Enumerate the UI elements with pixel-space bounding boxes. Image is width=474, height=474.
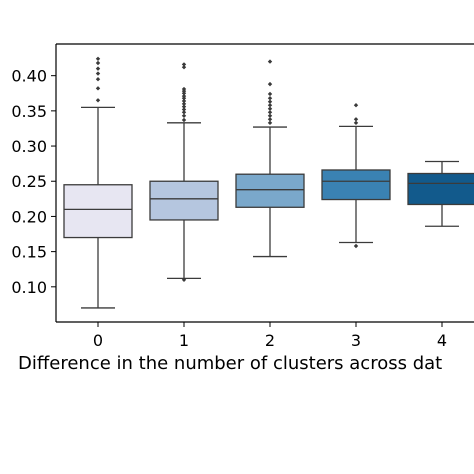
y-tick-label: 0.40 <box>11 67 47 86</box>
outlier-point <box>181 107 187 112</box>
outlier-point <box>95 76 101 82</box>
x-tick-label: 2 <box>265 331 275 350</box>
iqr-box <box>321 169 391 201</box>
iqr-box <box>407 172 474 206</box>
y-tick-label: 0.15 <box>11 243 47 262</box>
y-tick-label: 0.20 <box>11 207 47 226</box>
iqr-box <box>149 180 219 221</box>
outlier-point <box>95 60 101 66</box>
outlier-point <box>181 104 187 109</box>
iqr-box <box>235 173 305 208</box>
outlier-point <box>353 120 359 126</box>
box-group <box>149 62 219 282</box>
outlier-point <box>267 59 273 64</box>
outlier-point <box>181 117 187 123</box>
y-tick-label: 0.35 <box>11 102 47 121</box>
outlier-point <box>353 103 359 108</box>
y-tick-label: 0.10 <box>11 278 47 297</box>
x-tick-label: 3 <box>351 331 361 350</box>
outlier-point <box>181 86 187 92</box>
outlier-point <box>267 91 273 97</box>
outlier-point <box>181 62 187 67</box>
outlier-point <box>181 93 187 99</box>
outlier-point <box>181 101 187 107</box>
outlier-point <box>267 110 273 115</box>
outlier-point <box>95 71 101 76</box>
y-tick-label: 0.30 <box>11 137 47 156</box>
outlier-point <box>267 120 273 126</box>
x-tick-label: 0 <box>93 331 103 350</box>
axes-layer: 0.10 0.15 0.20 0.25 0.30 0.35 0.40 0 1 2 3 4 <box>11 43 474 350</box>
x-tick-label: 1 <box>179 331 189 350</box>
y-tick-label: 0.25 <box>11 172 47 191</box>
outlier-point <box>181 113 187 118</box>
outlier-point <box>181 98 187 104</box>
outlier-point <box>267 95 273 101</box>
box-group <box>63 56 133 309</box>
outlier-point <box>267 103 273 108</box>
x-tick-label: 4 <box>437 331 447 350</box>
box-group <box>235 59 305 258</box>
outlier-point <box>181 65 187 70</box>
x-axis-label: Difference in the number of clusters acr… <box>18 353 442 374</box>
outlier-point <box>267 117 273 122</box>
outlier-point <box>95 98 101 103</box>
outlier-point <box>267 113 273 118</box>
box-group <box>407 160 474 227</box>
outlier-point <box>181 277 187 282</box>
outlier-point <box>95 56 101 61</box>
outlier-point <box>267 81 273 87</box>
iqr-box <box>63 184 133 239</box>
outlier-point <box>267 106 273 111</box>
box-group <box>321 103 391 249</box>
outlier-point <box>181 110 187 115</box>
outlier-point <box>95 66 101 71</box>
outlier-point <box>267 99 273 104</box>
outlier-point <box>353 243 359 249</box>
outlier-point <box>95 86 101 91</box>
boxes-layer <box>63 56 474 309</box>
outlier-point <box>353 117 359 122</box>
